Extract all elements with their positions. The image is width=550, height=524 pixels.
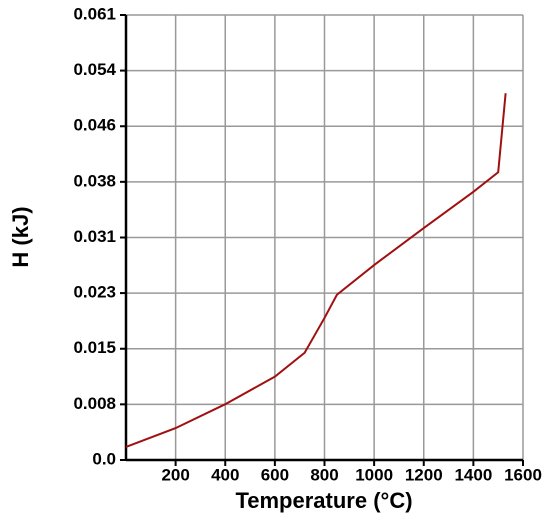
y-tick-label: 0.008 [73, 394, 116, 413]
y-tick-label: 0.015 [73, 338, 116, 357]
x-tick-label: 400 [211, 465, 239, 484]
x-tick-label: 1000 [355, 465, 393, 484]
x-tick-label: 800 [310, 465, 338, 484]
y-axis-title: H (kJ) [8, 206, 33, 267]
x-tick-label: 200 [161, 465, 189, 484]
x-tick-label: 1200 [405, 465, 443, 484]
y-tick-label: 0.046 [73, 116, 116, 135]
data-line [125, 93, 507, 448]
x-tick-label: 600 [261, 465, 289, 484]
y-tick-label: 0.023 [73, 283, 116, 302]
y-tick-label: 0.031 [73, 227, 116, 246]
x-tick-label: 1400 [454, 465, 492, 484]
x-tick-label: 1600 [504, 465, 542, 484]
y-tick-label: 0.054 [73, 60, 116, 79]
y-tick-label: 0.0 [92, 449, 116, 468]
x-axis-title: Temperature (°C) [235, 488, 412, 513]
y-tick-label: 0.061 [73, 4, 116, 23]
y-tick-label: 0.038 [73, 171, 116, 190]
